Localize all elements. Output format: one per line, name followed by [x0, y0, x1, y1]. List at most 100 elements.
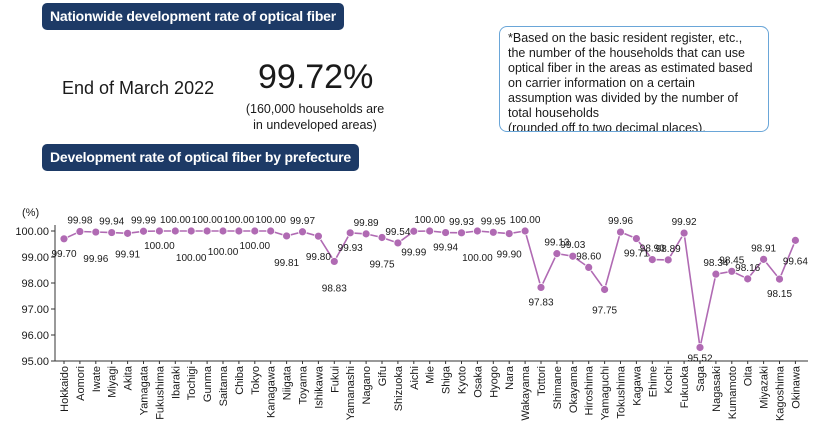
x-tick-label: Wakayama [520, 365, 532, 420]
x-tick-label: Niigata [282, 365, 294, 400]
data-label: 100.00 [144, 241, 175, 252]
data-point [441, 228, 451, 237]
data-point [584, 262, 594, 272]
data-point [91, 227, 101, 237]
x-tick-label: Osaka [472, 365, 484, 398]
x-tick-label: Oita [743, 365, 755, 386]
x-tick-label: Gifu [377, 366, 389, 386]
data-label: 98.89 [656, 244, 681, 255]
data-point [409, 226, 419, 236]
data-label: 100.00 [255, 215, 286, 226]
data-point [488, 227, 498, 237]
data-point [695, 343, 705, 352]
x-tick-label: Miyazaki [759, 366, 771, 409]
data-point [632, 234, 641, 243]
data-label: 100.00 [208, 247, 239, 258]
x-tick-label: Ibaraki [170, 366, 182, 399]
data-label: 100.00 [160, 215, 191, 226]
data-point [743, 274, 753, 284]
data-point [600, 285, 609, 294]
x-tick-label: Tochigi [186, 366, 198, 400]
data-point [250, 226, 260, 236]
x-tick-label: Tottori [536, 366, 548, 396]
data-label: 99.80 [306, 252, 331, 263]
data-point [425, 226, 435, 236]
data-label: 98.34 [703, 258, 728, 269]
data-label: 100.00 [192, 215, 223, 226]
data-point [568, 251, 578, 261]
data-point [123, 228, 132, 238]
data-point [647, 255, 657, 265]
data-label: 99.96 [608, 216, 633, 227]
data-label: 99.99 [401, 247, 426, 258]
data-point [361, 229, 371, 239]
data-point [552, 249, 562, 259]
data-label: 100.00 [224, 215, 255, 226]
data-label: 99.93 [449, 217, 474, 228]
data-point [520, 226, 530, 236]
data-label: 97.75 [592, 306, 617, 317]
x-tick-label: Yamaguchi [600, 366, 612, 420]
x-tick-label: Kochi [663, 366, 675, 394]
data-point [313, 231, 323, 241]
x-tick-label: Aichi [409, 366, 421, 390]
data-point [711, 269, 721, 279]
y-tick-label: 96.00 [21, 330, 49, 342]
data-label: 99.81 [274, 258, 299, 269]
x-tick-label: Tokushima [616, 365, 628, 418]
x-tick-label: Mie [425, 366, 437, 384]
data-point [791, 235, 800, 245]
x-tick-label: Iwate [91, 366, 103, 392]
data-point [616, 227, 625, 237]
data-label: 95.52 [687, 353, 712, 364]
data-label: 100.00 [240, 241, 271, 252]
data-point [107, 228, 117, 237]
data-label: 100.00 [462, 253, 493, 264]
data-point [218, 226, 228, 236]
data-label: 99.13 [544, 238, 569, 249]
data-point [345, 228, 355, 238]
data-label: 99.98 [67, 216, 92, 227]
x-tick-label: Shimane [552, 366, 564, 409]
x-tick-label: Fukuoka [679, 365, 691, 408]
data-label: 99.75 [369, 260, 394, 271]
x-tick-label: Tokyo [250, 366, 262, 395]
x-tick-label: Okayama [568, 365, 580, 413]
x-tick-label: Yamanashi [345, 366, 357, 420]
x-tick-label: Saga [695, 365, 707, 392]
x-tick-label: Kanagawa [266, 365, 278, 418]
data-point [472, 226, 482, 236]
y-tick-label: 98.00 [21, 278, 49, 290]
x-tick-label: Miyagi [107, 366, 119, 398]
data-label: 99.95 [481, 216, 506, 227]
data-label: 99.54 [385, 227, 410, 238]
y-tick-label: 99.00 [21, 252, 49, 264]
x-tick-label: Yamagata [139, 365, 151, 415]
data-point [154, 226, 164, 236]
data-label: 99.93 [338, 243, 363, 254]
data-label: 100.00 [176, 253, 207, 264]
data-point [457, 228, 466, 238]
data-point [298, 227, 307, 237]
data-point [329, 257, 339, 266]
data-label: 99.89 [354, 218, 379, 229]
nationwide-rate: 99.72% [258, 58, 374, 96]
data-label: 99.91 [115, 249, 140, 260]
x-tick-label: Fukui [329, 366, 341, 393]
x-tick-label: Okinawa [790, 365, 802, 409]
data-label: 99.99 [131, 215, 156, 226]
data-point [377, 233, 387, 242]
data-label: 98.91 [751, 243, 776, 254]
data-label: 98.83 [322, 283, 347, 294]
prefecture-chart-title: Development rate of optical fiber by pre… [42, 144, 360, 171]
data-point [727, 266, 737, 276]
data-point [393, 238, 403, 248]
data-point [282, 231, 292, 241]
x-tick-label: Gunma [202, 365, 214, 402]
data-point [170, 226, 180, 236]
x-tick-label: Nagano [361, 366, 373, 405]
as-of-date: End of March 2022 [62, 78, 215, 98]
x-tick-label: Shizuoka [393, 365, 405, 411]
data-label: 97.83 [528, 297, 553, 308]
